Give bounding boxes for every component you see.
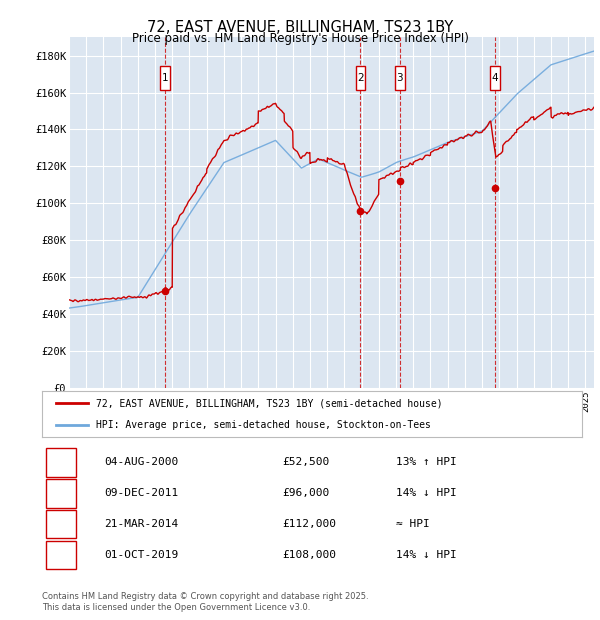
Text: £108,000: £108,000 [283, 550, 337, 560]
Text: 2: 2 [58, 488, 64, 498]
Text: 72, EAST AVENUE, BILLINGHAM, TS23 1BY (semi-detached house): 72, EAST AVENUE, BILLINGHAM, TS23 1BY (s… [96, 398, 443, 408]
Text: £52,500: £52,500 [283, 457, 329, 467]
Text: 4: 4 [492, 73, 499, 82]
Text: 01-OCT-2019: 01-OCT-2019 [104, 550, 178, 560]
Text: 72, EAST AVENUE, BILLINGHAM, TS23 1BY: 72, EAST AVENUE, BILLINGHAM, TS23 1BY [147, 20, 453, 35]
FancyBboxPatch shape [490, 66, 500, 90]
FancyBboxPatch shape [356, 66, 365, 90]
FancyBboxPatch shape [46, 479, 76, 508]
Text: 1: 1 [58, 457, 64, 467]
Text: 3: 3 [58, 519, 64, 529]
Text: £112,000: £112,000 [283, 519, 337, 529]
Text: Price paid vs. HM Land Registry's House Price Index (HPI): Price paid vs. HM Land Registry's House … [131, 32, 469, 45]
Text: £96,000: £96,000 [283, 488, 329, 498]
FancyBboxPatch shape [46, 541, 76, 569]
Text: Contains HM Land Registry data © Crown copyright and database right 2025.
This d: Contains HM Land Registry data © Crown c… [42, 592, 368, 611]
Text: HPI: Average price, semi-detached house, Stockton-on-Tees: HPI: Average price, semi-detached house,… [96, 420, 431, 430]
Text: 4: 4 [58, 550, 64, 560]
Text: 1: 1 [162, 73, 169, 82]
Text: 14% ↓ HPI: 14% ↓ HPI [396, 550, 457, 560]
Text: 2: 2 [357, 73, 364, 82]
FancyBboxPatch shape [160, 66, 170, 90]
Text: ≈ HPI: ≈ HPI [396, 519, 430, 529]
FancyBboxPatch shape [46, 510, 76, 538]
Text: 14% ↓ HPI: 14% ↓ HPI [396, 488, 457, 498]
FancyBboxPatch shape [46, 448, 76, 477]
Text: 21-MAR-2014: 21-MAR-2014 [104, 519, 178, 529]
Text: 3: 3 [397, 73, 403, 82]
Text: 13% ↑ HPI: 13% ↑ HPI [396, 457, 457, 467]
Text: 09-DEC-2011: 09-DEC-2011 [104, 488, 178, 498]
Text: 04-AUG-2000: 04-AUG-2000 [104, 457, 178, 467]
FancyBboxPatch shape [395, 66, 404, 90]
